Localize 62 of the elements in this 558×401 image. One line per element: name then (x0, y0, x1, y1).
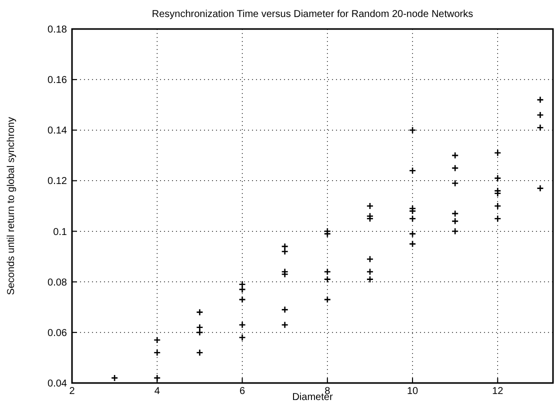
y-tick-label: 0.08 (48, 277, 68, 288)
point (238, 334, 246, 342)
point (451, 152, 459, 160)
point (281, 306, 288, 314)
point (536, 124, 544, 132)
y-axis-title: Seconds until return to global synchrony (6, 117, 17, 295)
point (536, 96, 544, 104)
point (324, 296, 332, 304)
point (153, 374, 161, 382)
point (281, 242, 288, 250)
point (494, 174, 502, 182)
y-tick-label: 0.18 (48, 24, 68, 36)
point (366, 268, 374, 276)
point (494, 202, 502, 210)
point (281, 248, 288, 256)
x-axis-title: Diameter (292, 392, 334, 401)
point (451, 164, 459, 172)
point (110, 374, 118, 382)
point (536, 111, 544, 119)
y-tick-label: 0.14 (48, 126, 68, 137)
point (324, 268, 332, 276)
point (366, 212, 374, 220)
point (153, 336, 161, 344)
x-tick-label: 12 (492, 386, 504, 397)
y-tick-label: 0.16 (48, 75, 68, 86)
point (366, 202, 374, 210)
y-tick-label: 0.1 (53, 226, 68, 238)
x-tick-label: 10 (406, 386, 419, 397)
y-tick-label: 0.04 (48, 378, 68, 390)
point (281, 270, 288, 278)
point (451, 218, 459, 225)
y-tick-label: 0.12 (48, 176, 68, 188)
point (451, 210, 459, 218)
point (408, 166, 416, 174)
point (366, 255, 374, 263)
point (281, 268, 288, 276)
point (196, 308, 204, 316)
x-tick-label: 2 (69, 386, 76, 397)
point (196, 349, 204, 356)
point (451, 180, 459, 187)
point (153, 349, 161, 356)
point (281, 321, 288, 328)
point (366, 276, 374, 283)
point (238, 280, 246, 288)
point (408, 126, 416, 134)
point (196, 324, 204, 332)
point (536, 184, 544, 192)
point (408, 240, 416, 248)
x-tick-label: 6 (239, 386, 246, 397)
point (324, 276, 332, 283)
y-tick-label: 0.06 (48, 328, 68, 339)
point (196, 328, 204, 336)
point (238, 296, 246, 304)
point (494, 149, 502, 157)
point (451, 228, 459, 235)
point (494, 214, 502, 222)
x-tick-label: 4 (154, 386, 160, 397)
point (238, 321, 246, 328)
point (238, 286, 246, 294)
point (408, 230, 416, 238)
chart-title: Resynchronization Time versus Diameter for Random 20-node Networks (152, 9, 474, 20)
point (408, 214, 416, 222)
